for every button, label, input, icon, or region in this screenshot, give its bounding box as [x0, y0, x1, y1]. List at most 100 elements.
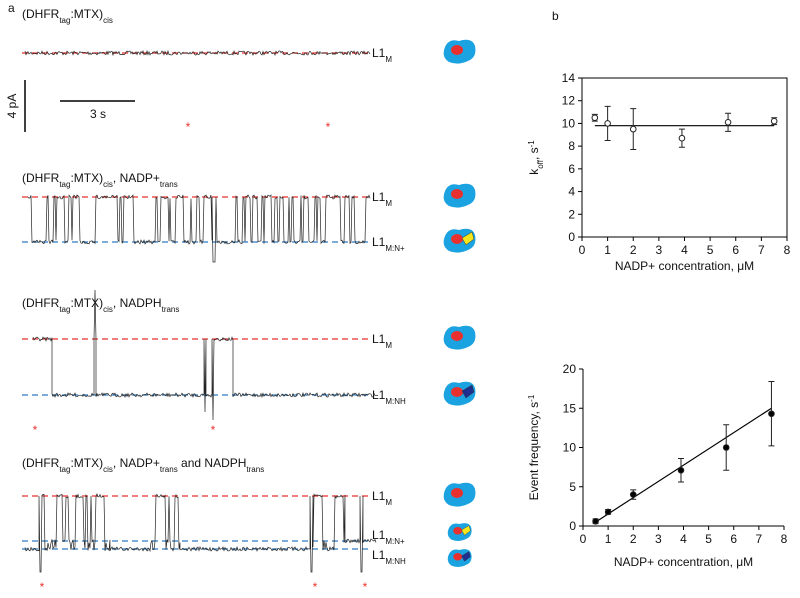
y-tick-label: 0: [569, 519, 576, 533]
data-point: [678, 134, 686, 142]
ligand: [451, 387, 463, 397]
x-tick-label: 5: [705, 532, 712, 546]
y-tick-label: 2: [568, 207, 575, 221]
protein-icon: [447, 523, 472, 541]
y-tick-label: 10: [562, 116, 576, 130]
level-sub: M:NH: [385, 557, 406, 566]
event-marker: *: [33, 423, 38, 437]
x-tick-label: 8: [781, 532, 788, 546]
level-name: L1: [372, 46, 386, 60]
event-marker: *: [211, 423, 216, 437]
ligand: [453, 527, 463, 535]
y-tick-label: 10: [563, 441, 577, 455]
trace-title-part: :MTX): [70, 7, 103, 21]
level-label: L1M:NH: [372, 388, 406, 406]
level-label: L1M: [372, 190, 392, 208]
x-tick-label: 4: [680, 532, 687, 546]
panel-label: a: [8, 1, 15, 15]
protein-icon: [443, 381, 476, 406]
x-tick-label: 5: [707, 243, 714, 257]
y-tick-label: 5: [569, 480, 576, 494]
x-tick-label: 1: [604, 243, 611, 257]
trace-title-part: tag: [59, 465, 70, 474]
current-trace: [32, 289, 379, 421]
data-point: [629, 125, 637, 133]
ligand: [451, 234, 463, 244]
level-label: L1M: [372, 332, 392, 350]
data-point: [724, 118, 732, 126]
x-tick-label: 0: [580, 532, 587, 546]
current-trace: [24, 493, 377, 573]
trace-title: (DHFRtag:MTX)cis: [22, 7, 113, 25]
x-tick-label: 2: [630, 243, 637, 257]
data-point: [591, 114, 599, 122]
data-point: [592, 517, 599, 525]
data-point: [629, 491, 637, 498]
level-name: L1: [372, 235, 386, 249]
trace-title-part: tag: [59, 180, 70, 189]
y-axis-label: koff, s-1: [527, 140, 545, 175]
y-tick-label: 15: [563, 401, 577, 415]
event-marker: *: [326, 120, 331, 134]
level-label: L1M:N+: [372, 235, 405, 253]
level-name: L1: [372, 190, 386, 204]
cofactor: [461, 551, 471, 562]
x-tick-label: 7: [756, 532, 763, 546]
ligand: [451, 488, 463, 498]
y-axis-label-part: -1: [527, 140, 536, 148]
level-sub: M:N+: [385, 244, 405, 253]
ligand: [453, 553, 463, 561]
y-tick-label: 4: [568, 185, 575, 199]
x-tick-label: 6: [732, 243, 739, 257]
trace-title-part: cis: [103, 465, 113, 474]
level-sub: M: [385, 498, 392, 507]
trace-title: (DHFRtag:MTX)cis, NADP+trans: [22, 171, 178, 189]
trace-title: (DHFRtag:MTX)cis, NADPHtrans: [22, 296, 179, 314]
y-axis-label: Event frequency, s-1: [527, 394, 542, 500]
trace-title-part: :MTX): [70, 171, 103, 185]
fit-line: [595, 407, 772, 523]
trace-title-part: :MTX): [70, 296, 103, 310]
data-point: [604, 120, 611, 127]
plot-frame: [581, 77, 788, 238]
trace-title-part: trans: [160, 465, 178, 474]
trace-title-part: tag: [59, 305, 70, 314]
y-tick-label: 8: [568, 139, 575, 153]
x-tick-label: 1: [605, 532, 612, 546]
trace-title-part: cis: [103, 305, 113, 314]
trace-title-part: tag: [59, 16, 70, 25]
level-name: L1: [372, 528, 386, 542]
protein-icon: [443, 183, 476, 208]
trace-title-part: (DHFR: [22, 7, 60, 21]
protein-icon: [443, 228, 476, 253]
y-axis-label-part: Event frequency, s: [527, 402, 541, 501]
x-tick-label: 7: [758, 243, 765, 257]
trace-title-part: (DHFR: [22, 171, 60, 185]
y-tick-label: 0: [568, 230, 575, 244]
x-tick-label: 3: [655, 532, 662, 546]
trace-title-part: and NADPH: [178, 456, 247, 470]
level-label: L1M:NH: [372, 548, 406, 566]
trace-title-part: cis: [103, 16, 113, 25]
cofactor: [461, 231, 475, 246]
level-name: L1: [372, 489, 386, 503]
y-axis-label-part: off: [536, 159, 545, 169]
level-name: L1: [372, 332, 386, 346]
level-sub: M:NH: [385, 397, 406, 406]
x-tick-label: 2: [630, 532, 637, 546]
trace-title-part: trans: [162, 305, 180, 314]
trace-title-part: cis: [103, 180, 113, 189]
level-sub: M: [385, 55, 392, 64]
trace-title-part: , NADPH: [113, 296, 162, 310]
x-tick-label: 3: [656, 243, 663, 257]
y-axis-label-part: k: [527, 168, 541, 175]
event-marker: *: [186, 120, 191, 134]
current-trace: [27, 194, 371, 263]
data-point: [770, 117, 778, 125]
level-sub: M: [385, 341, 392, 350]
x-tick-label: 6: [730, 532, 737, 546]
protein-icon: [443, 482, 476, 507]
x-tick-label: 8: [784, 243, 791, 257]
trace-title-part: (DHFR: [22, 296, 60, 310]
